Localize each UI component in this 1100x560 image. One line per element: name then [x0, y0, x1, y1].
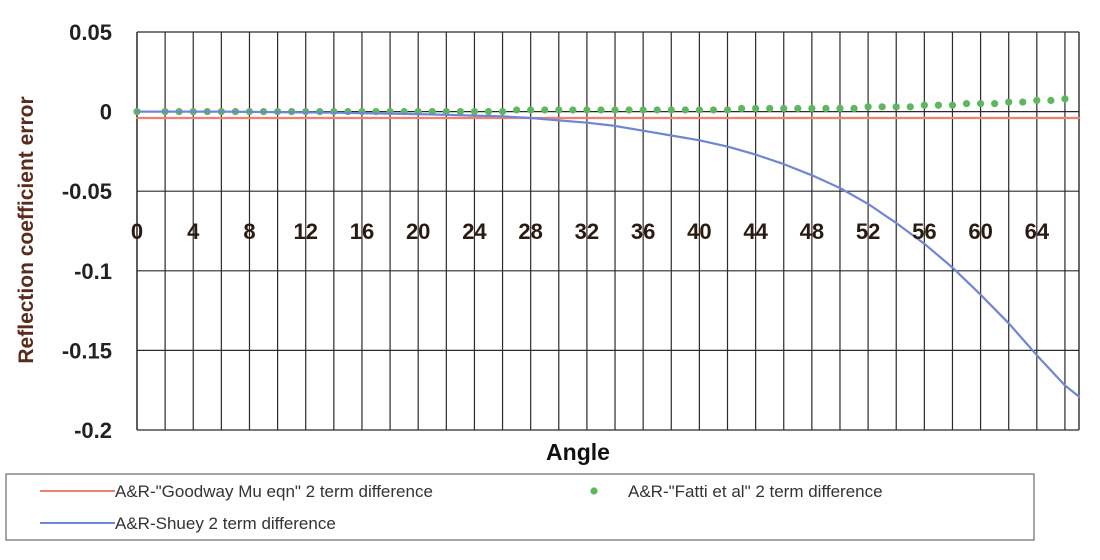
data-point-fatti: [934, 101, 943, 109]
data-point-fatti: [513, 106, 521, 114]
x-tick-labels: 0 4 8 12 16 20 24 28 32 36 40 44 48 52 56 60 64: [131, 219, 1050, 244]
series-line-shuey: [135, 110, 1081, 398]
legend-label-goodway: A&R-"Goodway Mu eqn" 2 term difference: [115, 482, 433, 501]
series: [133, 95, 1081, 398]
data-point-fatti: [794, 104, 802, 113]
x-tick-label: 36: [631, 219, 655, 244]
data-point-fatti: [456, 108, 464, 116]
x-tick-label: 28: [518, 219, 542, 244]
legend-swatch-fatti: [590, 487, 598, 495]
x-tick-label: 0: [131, 219, 143, 244]
data-point-fatti: [962, 100, 971, 108]
data-point-fatti: [822, 104, 830, 113]
data-point-fatti: [667, 106, 675, 114]
x-tick-label: 4: [187, 219, 200, 244]
x-tick-label: 44: [743, 219, 768, 244]
data-point-fatti: [653, 106, 661, 114]
data-point-fatti: [625, 106, 633, 114]
data-point-fatti: [920, 101, 928, 109]
data-point-fatti: [555, 106, 563, 114]
data-point-fatti: [498, 108, 507, 116]
data-point-fatti: [864, 103, 872, 111]
data-point-fatti: [484, 108, 493, 116]
data-point-fatti: [1033, 96, 1041, 105]
x-axis-title: Angle: [546, 439, 610, 465]
x-tick-label: 20: [406, 219, 430, 244]
data-point-fatti: [541, 106, 549, 114]
legend: A&R-"Goodway Mu eqn" 2 term difference A…: [5, 473, 1035, 541]
x-tick-label: 52: [856, 219, 880, 244]
x-tick-label: 64: [1025, 219, 1050, 244]
y-tick-label: 0.05: [69, 20, 112, 45]
x-tick-label: 12: [293, 219, 317, 244]
data-point-fatti: [737, 104, 746, 113]
data-point-fatti: [583, 106, 591, 114]
data-point-fatti: [991, 100, 999, 108]
grid: [136, 31, 1080, 431]
data-point-fatti: [1047, 96, 1055, 105]
data-point-fatti: [850, 104, 858, 113]
data-point-fatti: [470, 108, 479, 116]
data-point-fatti: [639, 106, 647, 114]
data-point-fatti: [892, 103, 900, 111]
data-point-fatti: [344, 108, 352, 116]
x-tick-label: 56: [912, 219, 936, 244]
legend-box: [5, 473, 1035, 541]
data-point-fatti: [976, 100, 985, 108]
data-point-fatti: [442, 108, 450, 116]
data-point-fatti: [752, 104, 760, 113]
data-point-fatti: [766, 104, 774, 113]
y-tick-label: -0.15: [62, 338, 112, 363]
data-point-fatti: [906, 103, 914, 111]
x-tick-label: 16: [350, 219, 374, 244]
data-point-fatti: [569, 106, 577, 114]
data-point-fatti: [695, 106, 703, 114]
data-point-fatti: [597, 106, 605, 114]
y-tick-label: 0: [100, 100, 112, 125]
data-point-fatti: [723, 106, 732, 114]
x-tick-label: 8: [243, 219, 255, 244]
x-tick-label: 24: [462, 219, 487, 244]
x-tick-label: 40: [687, 219, 711, 244]
data-point-fatti: [709, 106, 718, 114]
data-point-fatti: [780, 104, 788, 113]
data-point-fatti: [1019, 98, 1027, 106]
data-point-fatti: [878, 103, 886, 111]
data-point-fatti: [836, 104, 844, 113]
y-tick-labels: 0.05 0 -0.05 -0.1 -0.15 -0.2: [62, 20, 112, 443]
data-point-fatti: [527, 106, 535, 114]
y-axis-title: Reflection coefficient error: [15, 96, 38, 363]
legend-label-shuey: A&R-Shuey 2 term difference: [115, 514, 336, 533]
data-point-fatti: [948, 101, 957, 109]
x-tick-label: 60: [968, 219, 992, 244]
y-tick-label: -0.2: [74, 418, 112, 443]
y-tick-label: -0.05: [62, 179, 112, 204]
y-tick-label: -0.1: [74, 259, 112, 284]
data-point-fatti: [681, 106, 689, 114]
data-point-fatti: [808, 104, 816, 113]
data-point-fatti: [1005, 98, 1013, 106]
data-point-fatti: [1061, 95, 1069, 103]
x-tick-label: 32: [575, 219, 599, 244]
x-tick-label: 48: [800, 219, 824, 244]
data-point-fatti: [611, 106, 619, 114]
legend-label-fatti: A&R-"Fatti et al" 2 term difference: [628, 482, 883, 501]
